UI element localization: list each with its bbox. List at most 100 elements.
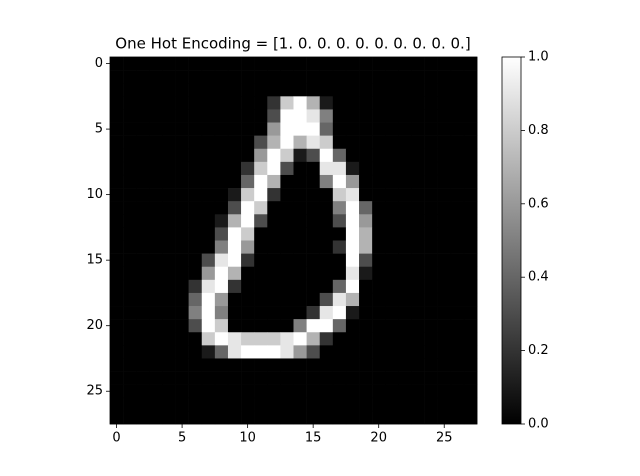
cell [267,109,281,123]
cell [372,135,386,150]
cell [398,201,412,215]
cell [136,253,150,268]
cell [254,201,268,215]
cell [175,109,189,123]
cell [136,306,150,320]
cell [450,345,465,359]
cell [201,201,216,215]
cell [175,292,189,307]
cell [241,306,255,320]
cell [437,332,452,346]
cell [136,240,150,254]
cell [123,70,137,84]
cell [254,148,268,163]
cell [201,122,216,136]
cell [162,279,176,294]
cell [267,358,281,372]
cell [267,279,281,294]
cell [175,279,189,294]
cell [359,358,373,372]
cell [306,279,321,294]
cell [280,70,294,84]
cell [319,57,334,71]
cell [306,148,321,163]
cell [424,279,438,294]
cell [372,292,386,307]
cell [149,188,163,202]
cell [110,266,124,281]
cell [280,319,294,333]
cell [149,397,163,412]
cell [319,227,334,241]
cell [175,332,189,346]
cell [162,240,176,254]
x-tick-label: 25 [436,431,453,446]
cell [110,201,124,215]
cell [227,240,242,254]
cell [306,292,321,307]
cell [162,161,176,176]
cell [293,201,307,215]
y-tick-label: 0 [95,56,103,71]
cell [149,384,163,399]
cell [463,345,478,359]
cell [214,345,229,359]
cell [254,174,268,189]
cell [359,161,373,176]
cell [214,384,229,399]
cell [345,70,360,84]
cell [162,109,176,123]
cell [398,227,412,241]
cell [241,70,255,84]
cell [227,279,242,294]
cell [201,306,216,320]
cell [359,253,373,268]
cell [398,109,412,123]
cell [280,332,294,346]
cell [188,83,203,97]
cell [241,83,255,97]
cell [372,240,386,254]
cell [201,109,216,123]
cell [359,292,373,307]
x-tick-label: 10 [239,431,256,446]
cell [345,332,360,346]
x-tick-label: 0 [112,431,120,446]
cell [372,410,386,425]
cell [372,384,386,399]
cell [332,279,347,294]
cell [188,345,203,359]
cell [437,57,452,71]
cell [110,214,124,228]
colorbar-tick-label: 0.6 [528,196,549,211]
cell [398,253,412,268]
cell [463,122,478,136]
cell [254,96,268,110]
cell [149,227,163,241]
cell [372,397,386,412]
cell [450,57,465,71]
cell [450,358,465,372]
cell [463,371,478,385]
cell [359,306,373,320]
cell [332,253,347,268]
cell [214,279,229,294]
cell [424,70,438,84]
cell [437,292,452,307]
cell [359,70,373,84]
cell [398,410,412,425]
cell [188,201,203,215]
cell [450,227,465,241]
cell [241,253,255,268]
cell [306,345,321,359]
cell [345,214,360,228]
cell [110,306,124,320]
cell [149,371,163,385]
cell [345,122,360,136]
cell [411,214,425,228]
cell [188,240,203,254]
cell [359,371,373,385]
cell [450,279,465,294]
y-tick-label: 5 [95,122,103,137]
cell [214,161,229,176]
